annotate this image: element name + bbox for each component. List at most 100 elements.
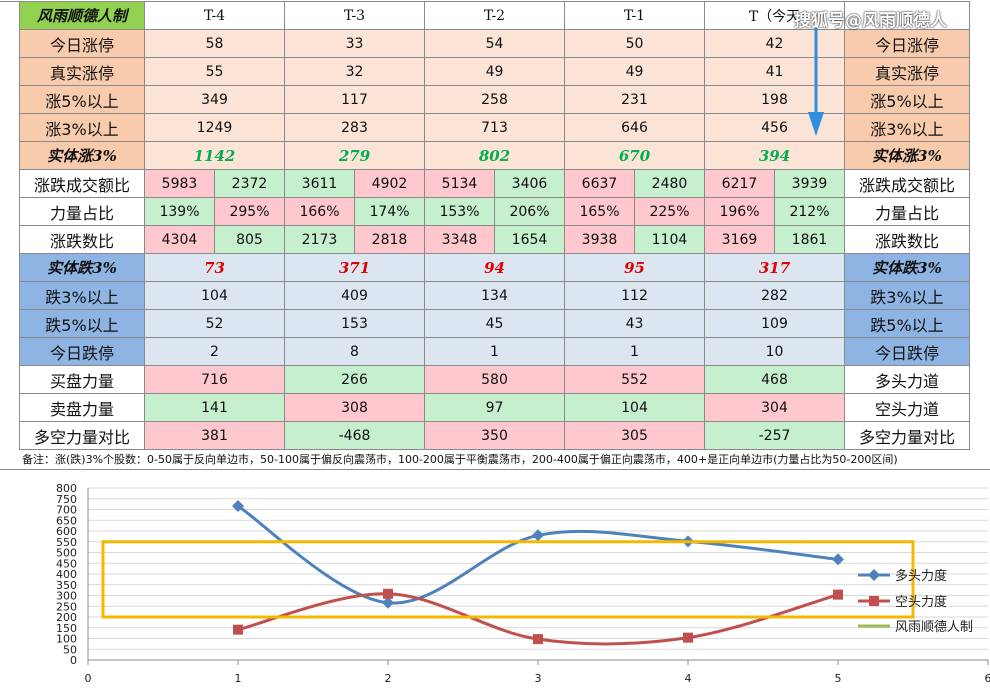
value-cell: 282	[705, 282, 845, 310]
row-label: 涨3%以上	[20, 114, 145, 142]
row-label-right: 实体涨3%	[845, 142, 970, 170]
y-tick-label: 600	[56, 525, 77, 538]
value-cell: 552	[565, 366, 705, 394]
row-label: 跌5%以上	[20, 310, 145, 338]
value-cell: 2372	[215, 170, 285, 198]
value-cell: 95	[565, 254, 705, 282]
y-tick-label: 200	[56, 611, 77, 624]
y-tick-label: 400	[56, 568, 77, 581]
value-cell: 1249	[145, 114, 285, 142]
value-cell: 33	[285, 30, 425, 58]
legend-label: 空头力度	[895, 594, 947, 610]
value-cell: 139%	[145, 198, 215, 226]
value-cell: 104	[145, 282, 285, 310]
value-cell: 50	[565, 30, 705, 58]
value-cell: 670	[565, 142, 705, 170]
value-cell: 279	[285, 142, 425, 170]
row-label: 跌3%以上	[20, 282, 145, 310]
row-gutter	[0, 2, 20, 450]
row-label: 涨跌成交额比	[20, 170, 145, 198]
row-label-right: 涨跌数比	[845, 226, 970, 254]
row-label: 力量占比	[20, 198, 145, 226]
row-label-right: 实体跌3%	[845, 254, 970, 282]
value-cell: 43	[565, 310, 705, 338]
value-cell: 4304	[145, 226, 215, 254]
row-label: 真实涨停	[20, 58, 145, 86]
value-cell: 134	[425, 282, 565, 310]
legend-marker	[869, 596, 879, 606]
day-header-cell: T-2	[425, 2, 565, 30]
value-cell: 371	[285, 254, 425, 282]
value-cell: 45	[425, 310, 565, 338]
value-cell: 225%	[635, 198, 705, 226]
value-cell: 3348	[425, 226, 495, 254]
value-cell: 1142	[145, 142, 285, 170]
row-label: 涨5%以上	[20, 86, 145, 114]
value-cell: 646	[565, 114, 705, 142]
value-cell: 94	[425, 254, 565, 282]
y-tick-label: 250	[56, 600, 77, 613]
value-cell: 580	[425, 366, 565, 394]
value-cell: 3938	[565, 226, 635, 254]
row-label: 卖盘力量	[20, 394, 145, 422]
value-cell: 54	[425, 30, 565, 58]
value-cell: 41	[705, 58, 845, 86]
value-cell: 5134	[425, 170, 495, 198]
data-point	[683, 632, 693, 643]
spreadsheet-table: 风雨顺德人制 T-4 T-3 T-2 T-1 T（今天 今日涨停 58 33 54 50 42 今日涨停…	[0, 1, 970, 450]
line-chart: 0501001502002503003504004505005506006507…	[56, 482, 990, 685]
table-top-border	[0, 1, 970, 2]
row-label-right: 今日跌停	[845, 338, 970, 366]
row-label: 涨跌数比	[20, 226, 145, 254]
value-cell: 198	[705, 86, 845, 114]
day-header-cell: T（今天	[705, 2, 845, 30]
table-note: 备注：涨(跌)3%个股数：0-50属于反向单边市，50-100属于偏反向震荡市，…	[0, 449, 990, 470]
value-cell: 166%	[285, 198, 355, 226]
value-cell: 174%	[355, 198, 425, 226]
row-label-right: 跌5%以上	[845, 310, 970, 338]
y-tick-label: 0	[70, 654, 77, 667]
value-cell: 6637	[565, 170, 635, 198]
y-tick-label: 100	[56, 633, 77, 646]
row-label-right: 力量占比	[845, 198, 970, 226]
value-cell: 8	[285, 338, 425, 366]
value-cell: 58	[145, 30, 285, 58]
y-tick-label: 450	[56, 557, 77, 570]
value-cell: 266	[285, 366, 425, 394]
value-cell: 165%	[565, 198, 635, 226]
row-label-right: 跌3%以上	[845, 282, 970, 310]
data-point	[533, 634, 543, 645]
data-point	[232, 500, 244, 513]
value-cell: 381	[145, 422, 285, 450]
row-label-right: 今日涨停	[845, 30, 970, 58]
day-header-cell: T-1	[565, 2, 705, 30]
y-tick-label: 500	[56, 547, 77, 560]
value-cell: 153	[285, 310, 425, 338]
value-cell: 196%	[705, 198, 775, 226]
blank-header-cell	[845, 2, 970, 30]
value-cell: 3939	[775, 170, 845, 198]
corner-header-cell: 风雨顺德人制	[20, 2, 145, 30]
y-tick-label: 550	[56, 536, 77, 549]
y-tick-label: 800	[56, 482, 77, 495]
value-cell: 52	[145, 310, 285, 338]
legend-marker	[868, 569, 880, 581]
value-cell: 2480	[635, 170, 705, 198]
y-tick-label: 650	[56, 514, 77, 527]
value-cell: 10	[705, 338, 845, 366]
data-point	[532, 529, 544, 542]
row-label-right: 涨跌成交额比	[845, 170, 970, 198]
row-label-right: 多空力量对比	[845, 422, 970, 450]
value-cell: 153%	[425, 198, 495, 226]
value-cell: 141	[145, 394, 285, 422]
value-cell: 42	[705, 30, 845, 58]
value-cell: 55	[145, 58, 285, 86]
value-cell: 394	[705, 142, 845, 170]
x-tick-label: 3	[535, 672, 542, 685]
x-tick-label: 1	[235, 672, 242, 685]
value-cell: 2173	[285, 226, 355, 254]
value-cell: 258	[425, 86, 565, 114]
value-cell: 713	[425, 114, 565, 142]
y-tick-label: 750	[56, 493, 77, 506]
value-cell: 802	[425, 142, 565, 170]
